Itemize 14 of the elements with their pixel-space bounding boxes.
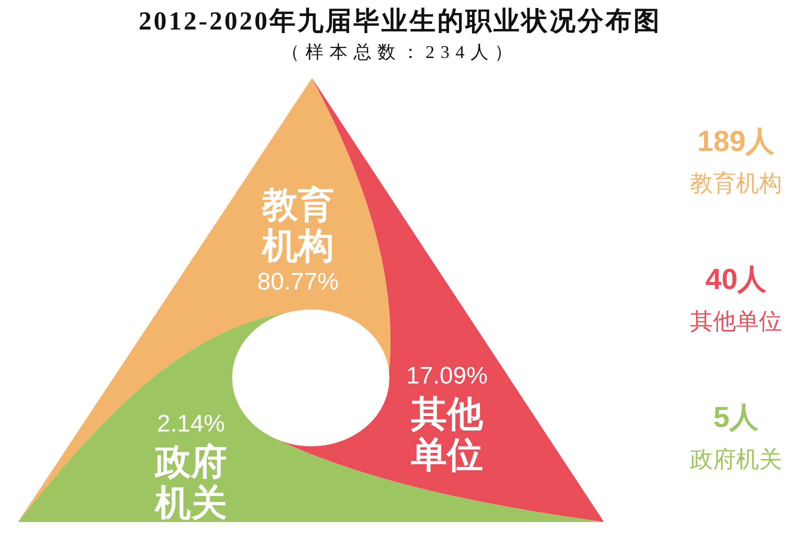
data-label: 40人	[705, 264, 768, 296]
category-label: 政府机关	[690, 446, 782, 472]
data-label: 5人	[713, 402, 760, 434]
category-label: 其他单位	[411, 392, 483, 474]
data-label: 2.14%	[156, 410, 226, 438]
category-label: 政府机关	[155, 440, 227, 522]
text: 2012-2020年九届毕业生的职业状况分布图	[138, 6, 662, 36]
data-label: 189人	[697, 126, 776, 158]
category-label: 教育机构	[690, 170, 782, 196]
category-label: 其他单位	[690, 308, 782, 334]
text: （样本总数：234人）	[282, 42, 518, 62]
data-label: 80.77%	[257, 268, 339, 296]
category-label: 教育机构	[262, 184, 334, 266]
data-label: 17.09%	[406, 362, 488, 390]
